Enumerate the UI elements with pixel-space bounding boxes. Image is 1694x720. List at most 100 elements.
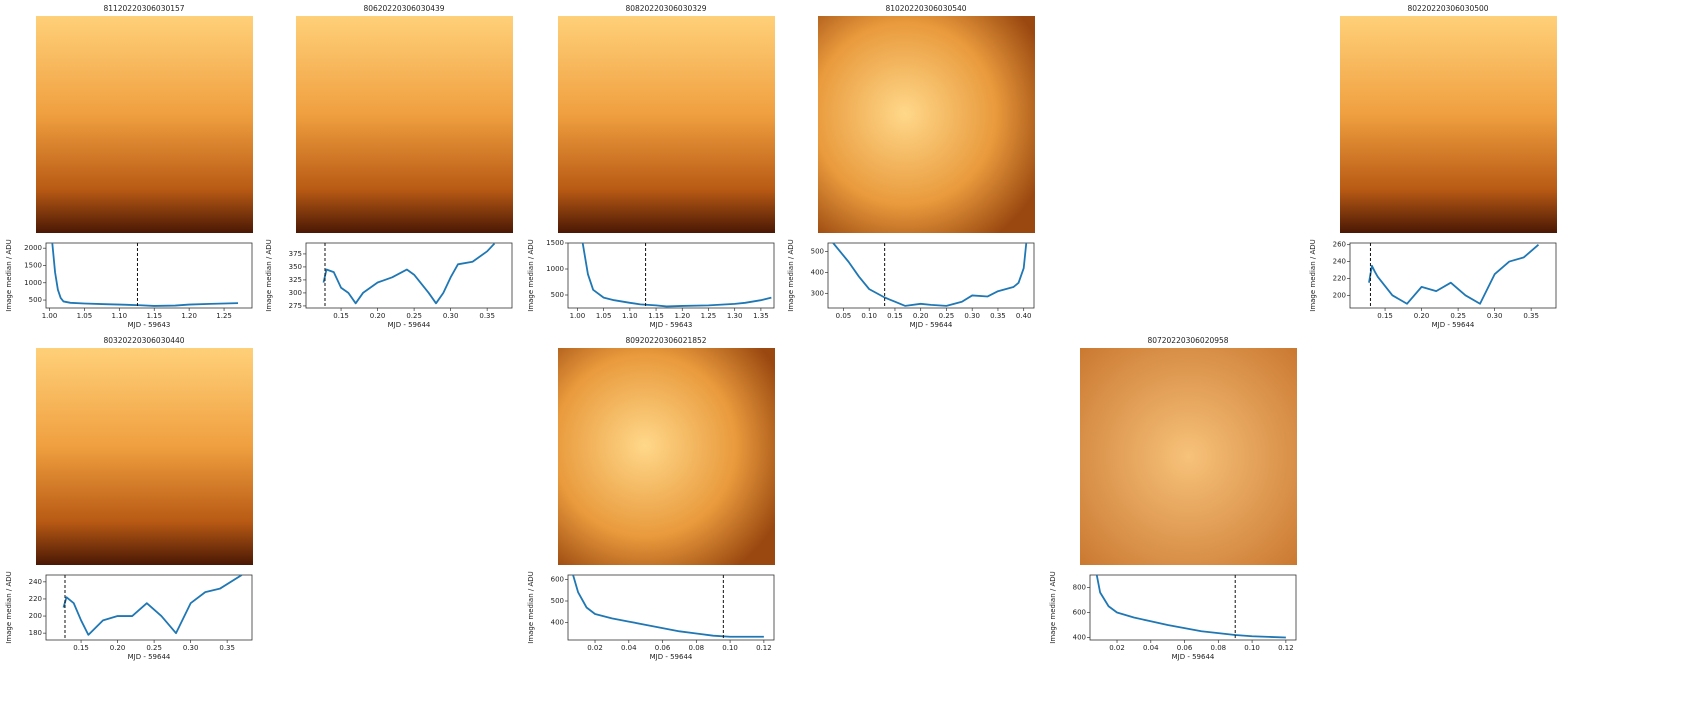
sky-image [1340, 16, 1557, 233]
x-tick-label: 0.20 [1414, 312, 1430, 320]
x-tick-label: 0.35 [990, 312, 1006, 320]
x-axis-label: MJD - 59644 [128, 653, 171, 661]
panel-title: 80920220306021852 [625, 336, 706, 345]
x-tick-label: 1.30 [727, 312, 743, 320]
panel-title: 80720220306020958 [1147, 336, 1228, 345]
x-tick-label: 0.12 [1278, 644, 1294, 652]
y-tick-label: 260 [1333, 241, 1346, 249]
x-axis-label: MJD - 59643 [128, 321, 171, 329]
panel-title: 80220220306030500 [1407, 4, 1488, 13]
plot-frame [567, 242, 775, 309]
x-axis-label: MJD - 59644 [910, 321, 953, 329]
x-tick-label: 1.05 [596, 312, 612, 320]
y-tick-label: 300 [811, 289, 824, 297]
x-tick-label: 0.15 [333, 312, 349, 320]
x-tick-label: 0.30 [443, 312, 459, 320]
plot-frame [827, 242, 1035, 309]
y-tick-label: 800 [1073, 584, 1086, 592]
plot-area [322, 243, 496, 305]
y-tick-label: 220 [1333, 274, 1346, 282]
x-tick-label: 1.00 [570, 312, 586, 320]
data-line [581, 243, 772, 308]
x-tick-label: 0.35 [219, 644, 235, 652]
data-line [572, 575, 764, 638]
x-tick-label: 0.08 [689, 644, 705, 652]
sky-image [558, 16, 775, 233]
data-line [1368, 244, 1540, 305]
plot-area [51, 243, 239, 307]
x-tick-label: 0.20 [110, 644, 126, 652]
x-tick-label: 0.06 [655, 644, 671, 652]
plot-area [572, 575, 764, 638]
plot-frame [567, 574, 775, 641]
y-tick-label: 400 [811, 268, 824, 276]
y-tick-label: 180 [29, 629, 42, 637]
x-tick-label: 0.06 [1177, 644, 1193, 652]
x-tick-label: 1.25 [216, 312, 232, 320]
x-tick-label: 0.30 [964, 312, 980, 320]
x-tick-label: 0.02 [1109, 644, 1125, 652]
x-tick-label: 0.15 [73, 644, 89, 652]
y-tick-label: 400 [551, 619, 564, 627]
x-tick-label: 1.15 [146, 312, 162, 320]
y-tick-label: 200 [29, 612, 42, 620]
data-line [51, 243, 239, 307]
y-tick-label: 1500 [24, 261, 42, 269]
panel-title: 80620220306030439 [363, 4, 444, 13]
panel-title: 80820220306030329 [625, 4, 706, 13]
x-tick-label: 0.25 [1450, 312, 1466, 320]
y-tick-label: 220 [29, 595, 42, 603]
x-axis-label: MJD - 59644 [1432, 321, 1475, 329]
x-axis-label: MJD - 59643 [650, 321, 693, 329]
plot-area [1095, 575, 1286, 639]
y-tick-label: 1500 [546, 239, 564, 247]
y-tick-label: 600 [1073, 609, 1086, 617]
x-tick-label: 0.25 [146, 644, 162, 652]
y-tick-label: 350 [289, 263, 302, 271]
x-tick-label: 0.12 [756, 644, 772, 652]
y-axis-label: Image median / ADU [1049, 571, 1057, 644]
y-tick-label: 500 [551, 597, 564, 605]
x-tick-label: 1.00 [42, 312, 58, 320]
data-line [62, 575, 243, 636]
x-tick-label: 1.10 [622, 312, 638, 320]
plot-area [62, 575, 243, 636]
y-tick-label: 275 [289, 302, 302, 310]
y-axis-label: Image median / ADU [5, 239, 13, 312]
y-tick-label: 600 [551, 575, 564, 583]
x-tick-label: 1.20 [674, 312, 690, 320]
sky-image [558, 348, 775, 565]
y-tick-label: 240 [29, 578, 42, 586]
y-axis-label: Image median / ADU [527, 571, 535, 644]
y-tick-label: 500 [551, 291, 564, 299]
x-tick-label: 0.15 [887, 312, 903, 320]
y-tick-label: 325 [289, 276, 302, 284]
x-tick-label: 0.04 [1143, 644, 1159, 652]
x-tick-label: 0.30 [183, 644, 199, 652]
x-tick-label: 0.10 [1244, 644, 1260, 652]
sky-image [1080, 348, 1297, 565]
x-tick-label: 1.10 [112, 312, 128, 320]
x-tick-label: 1.15 [648, 312, 664, 320]
plot-area [581, 243, 772, 308]
x-tick-label: 0.20 [370, 312, 386, 320]
y-tick-label: 400 [1073, 634, 1086, 642]
plot-area [1368, 244, 1540, 305]
y-axis-label: Image median / ADU [265, 239, 273, 312]
x-tick-label: 0.04 [621, 644, 637, 652]
panel-title: 80320220306030440 [103, 336, 184, 345]
x-tick-label: 0.25 [939, 312, 955, 320]
data-line [832, 243, 1028, 307]
y-axis-label: Image median / ADU [527, 239, 535, 312]
x-axis-label: MJD - 59644 [1172, 653, 1215, 661]
x-tick-label: 0.25 [406, 312, 422, 320]
x-tick-label: 0.35 [1523, 312, 1539, 320]
sky-image [36, 348, 253, 565]
x-tick-label: 0.35 [479, 312, 495, 320]
plot-frame [305, 242, 513, 309]
y-tick-label: 1000 [24, 279, 42, 287]
plot-frame [45, 574, 253, 641]
data-line [1095, 575, 1286, 639]
x-tick-label: 1.05 [77, 312, 93, 320]
x-axis-label: MJD - 59644 [388, 321, 431, 329]
